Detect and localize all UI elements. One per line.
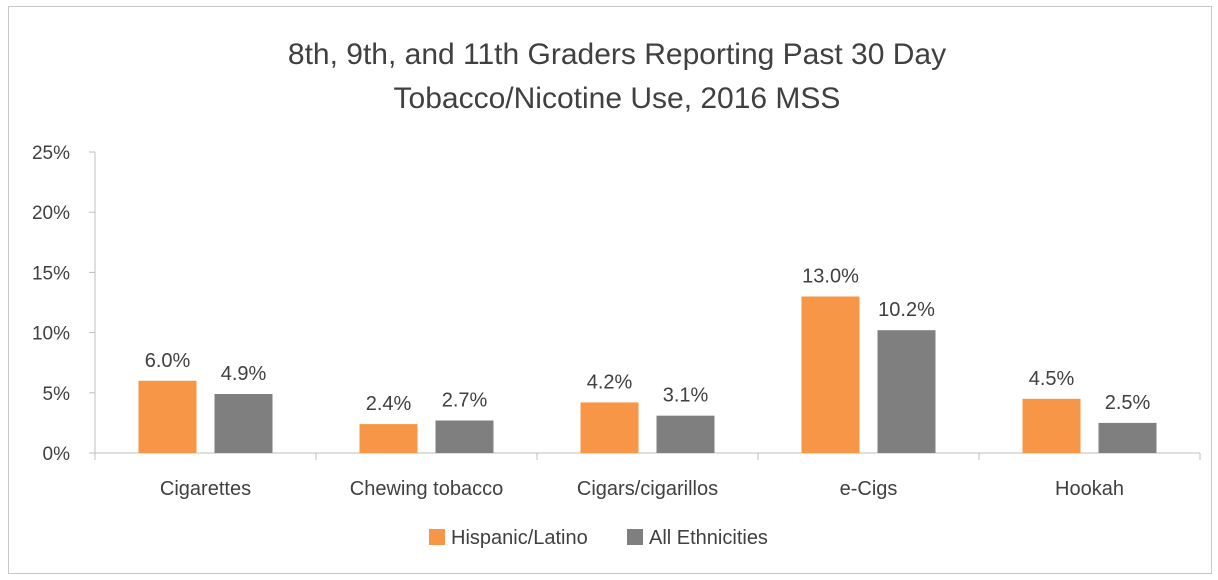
x-tick-label: Hookah: [1055, 478, 1124, 500]
y-tick-label: 10%: [32, 324, 70, 345]
data-label: 4.5%: [1029, 368, 1075, 390]
bar: [359, 424, 418, 453]
data-label: 13.0%: [802, 265, 859, 287]
y-tick-label: 5%: [43, 384, 71, 405]
y-tick-label: 15%: [32, 263, 70, 284]
data-label: 4.2%: [587, 371, 633, 393]
legend-swatch: [429, 529, 445, 545]
x-tick-label: e-Cigs: [840, 478, 898, 500]
data-label: 2.7%: [442, 389, 488, 411]
data-label: 3.1%: [663, 385, 709, 407]
bar: [656, 415, 715, 453]
data-label: 6.0%: [145, 350, 191, 372]
data-label: 4.9%: [221, 363, 267, 385]
data-label: 2.5%: [1105, 392, 1151, 414]
x-tick-label: Chewing tobacco: [350, 478, 503, 500]
bar: [1098, 422, 1157, 453]
bar: [580, 402, 639, 453]
x-tick-label: Cigars/cigarillos: [577, 478, 718, 500]
legend-swatch: [627, 529, 643, 545]
bar: [877, 330, 936, 453]
y-tick-label: 25%: [32, 143, 70, 164]
chart-title-line-2: Tobacco/Nicotine Use, 2016 MSS: [394, 82, 841, 115]
bar: [435, 420, 494, 453]
data-label: 2.4%: [366, 393, 412, 415]
legend-label: Hispanic/Latino: [451, 527, 588, 549]
bar: [1022, 398, 1081, 453]
y-tick-label: 20%: [32, 203, 70, 224]
chart-area: [8, 6, 1212, 574]
bar: [138, 380, 197, 453]
legend-label: All Ethnicities: [649, 527, 768, 549]
chart-title-line-1: 8th, 9th, and 11th Graders Reporting Pas…: [288, 38, 946, 71]
x-tick-label: Cigarettes: [160, 478, 251, 500]
bar: [801, 296, 860, 453]
data-label: 10.2%: [878, 299, 935, 321]
bar: [214, 394, 273, 453]
y-tick-label: 0%: [43, 444, 71, 465]
